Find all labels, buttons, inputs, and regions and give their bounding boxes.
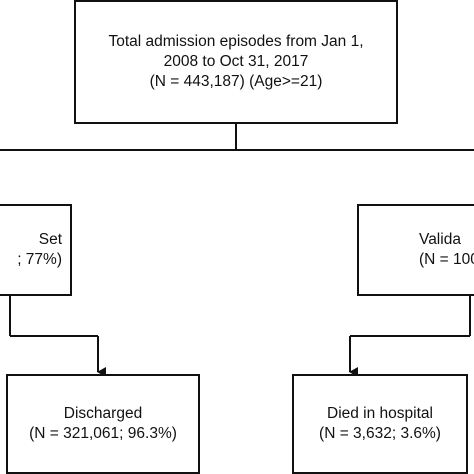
training-set-line-1: Set (38, 231, 62, 248)
died-line-1: Died in hospital (327, 405, 433, 422)
total-admissions-line-2: 2008 to Oct 31, 2017 (163, 53, 309, 70)
total-admissions-line-1: Total admission episodes from Jan 1, (108, 33, 364, 50)
validation-set-line-1: Valida (419, 231, 461, 248)
discharged-line-1: Discharged (63, 405, 143, 422)
training-set-line-2: ; 77%) (17, 251, 62, 268)
total-admissions-line-3: (N = 443,187) (Age>=21) (149, 73, 323, 90)
validation-set-box: Valida (N = 100, (357, 204, 474, 296)
training-set-box: Set ; 77%) (0, 204, 72, 296)
discharged-box: Discharged (N = 321,061; 96.3%) (6, 374, 200, 474)
discharged-line-2: (N = 321,061; 96.3%) (29, 425, 177, 442)
total-admissions-box: Total admission episodes from Jan 1, 200… (74, 0, 398, 124)
died-in-hospital-box: Died in hospital (N = 3,632; 3.6%) (292, 374, 468, 474)
validation-set-line-2: (N = 100, (419, 251, 474, 268)
died-line-2: (N = 3,632; 3.6%) (319, 425, 441, 442)
